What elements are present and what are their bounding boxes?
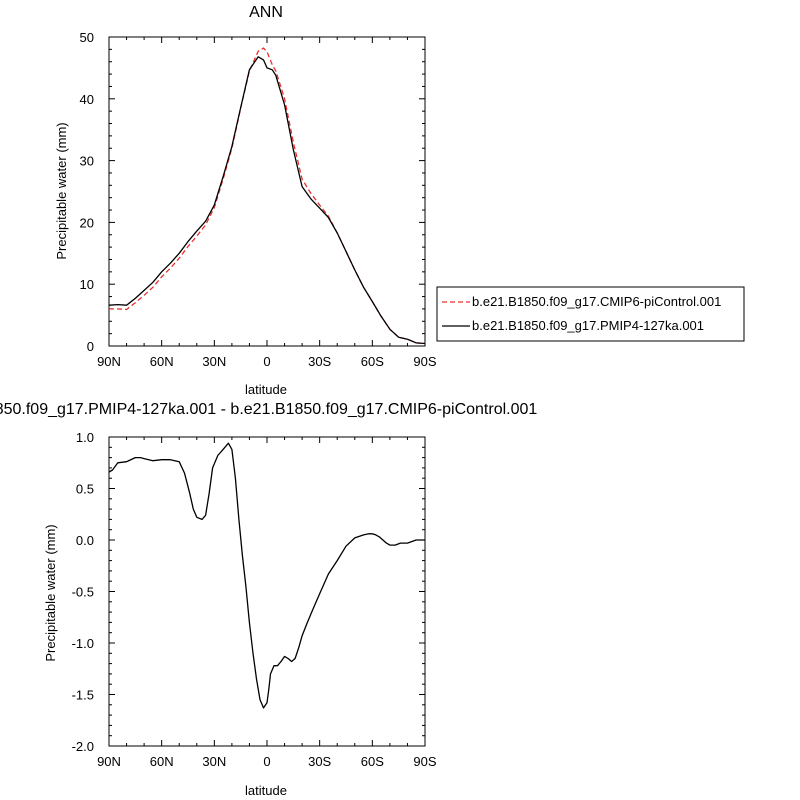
top-x-axis-label: latitude [245, 382, 287, 397]
bottom-x-tick-label: 30N [202, 754, 226, 769]
top-x-tick-label: 60N [150, 354, 174, 369]
legend-label-picontrol: b.e21.B1850.f09_g17.CMIP6-piControl.001 [472, 294, 721, 309]
bottom-y-tick-label: 0.0 [76, 533, 94, 548]
bottom-y-tick-label: -0.5 [72, 585, 94, 600]
top-y-tick-label: 40 [80, 92, 94, 107]
bottom-y-tick-label: -2.0 [72, 739, 94, 754]
top-y-tick-label: 10 [80, 277, 94, 292]
bottom-y-tick-label: 1.0 [76, 430, 94, 445]
top-y-tick-label: 20 [80, 215, 94, 230]
top-x-tick-label: 30S [308, 354, 331, 369]
top-series-line-0 [109, 47, 426, 345]
bottom-x-tick-label: 90N [97, 754, 121, 769]
bottom-y-tick-label: 0.5 [76, 482, 94, 497]
bottom-series-line-0 [108, 442, 425, 709]
top-x-tick-label: 90N [97, 354, 121, 369]
top-x-tick-label: 60S [361, 354, 384, 369]
bottom-panel: 850.f09_g17.PMIP4-127ka.001 - b.e21.B185… [0, 401, 537, 798]
top-y-axis-label: Precipitable water (mm) [54, 122, 69, 259]
bottom-y-tick-label: -1.5 [72, 688, 94, 703]
bottom-x-tick-label: 0 [263, 754, 270, 769]
top-y-tick-label: 50 [80, 30, 94, 45]
top-series-line-1 [108, 56, 426, 345]
legend-box [436, 286, 745, 342]
bottom-y-axis-label: Precipitable water (mm) [43, 524, 58, 661]
bottom-x-tick-label: 60N [150, 754, 174, 769]
bottom-x-axis-label: latitude [245, 783, 287, 798]
top-x-tick-label: 30N [202, 354, 226, 369]
top-x-tick-label: 90S [413, 354, 436, 369]
legend-label-127ka: b.e21.B1850.f09_g17.PMIP4-127ka.001 [472, 318, 704, 333]
top-chart-title: ANN [249, 4, 283, 21]
bottom-y-tick-label: -1.0 [72, 636, 94, 651]
bottom-x-tick-label: 30S [308, 754, 331, 769]
top-y-tick-label: 0 [87, 339, 94, 354]
bottom-x-tick-label: 60S [361, 754, 384, 769]
top-plot-frame [108, 36, 426, 347]
top-panel: ANN 90N 60N 30N 0 30S 60S 90S 0 10 20 30 40 50 lati… [54, 4, 437, 397]
legend: b.e21.B1850.f09_g17.CMIP6-piControl.001 … [436, 286, 745, 342]
top-x-tick-label: 0 [263, 354, 270, 369]
top-y-tick-label: 30 [80, 154, 94, 169]
bottom-x-tick-label: 90S [413, 754, 436, 769]
bottom-chart-title: 850.f09_g17.PMIP4-127ka.001 - b.e21.B185… [0, 401, 537, 418]
